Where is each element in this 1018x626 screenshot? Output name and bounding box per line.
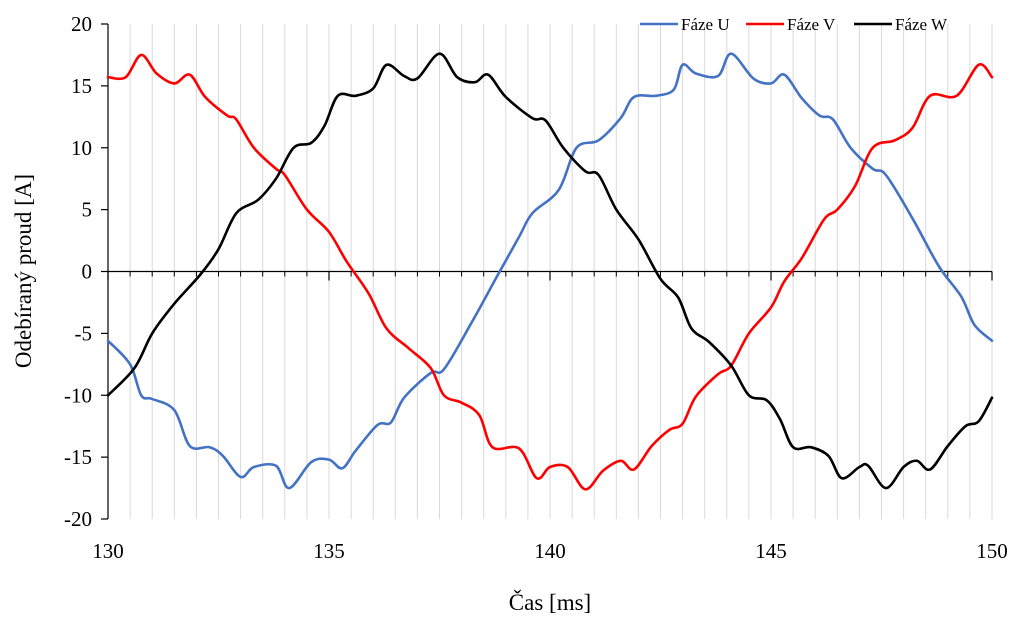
x-tick-label: 150 <box>976 539 1008 563</box>
y-tick-label: 20 <box>71 12 92 36</box>
series-layer <box>106 52 994 491</box>
series-line-v <box>106 53 994 491</box>
x-tick-label: 130 <box>92 539 124 563</box>
axis-layer <box>101 23 993 520</box>
y-tick-label: -10 <box>64 383 92 407</box>
y-tick-label: 0 <box>82 260 93 284</box>
x-tick-label: 140 <box>534 539 566 563</box>
x-axis-title: Čas [ms] <box>509 589 591 615</box>
x-tick-label: 135 <box>313 539 345 563</box>
y-tick-label: -15 <box>64 445 92 469</box>
y-tick-label: 15 <box>71 74 92 98</box>
legend-label: Fáze W <box>895 15 948 34</box>
series-line-w <box>106 52 994 490</box>
label-layer: -20 -15 -10 -5 0 5 10 15 20 130 135 140 145 150 <box>64 12 1008 563</box>
legend: Fáze U Fáze V Fáze W <box>640 15 948 34</box>
legend-label: Fáze V <box>787 15 836 34</box>
y-tick-label: 5 <box>82 198 93 222</box>
y-tick-label: -5 <box>75 321 93 345</box>
x-tick-label: 145 <box>755 539 787 563</box>
y-tick-label: -20 <box>64 507 92 531</box>
series-line-u <box>106 52 994 490</box>
y-tick-label: 10 <box>71 136 92 160</box>
legend-label: Fáze U <box>681 15 730 34</box>
y-axis-title: Odebíraný proud [A] <box>11 174 36 368</box>
